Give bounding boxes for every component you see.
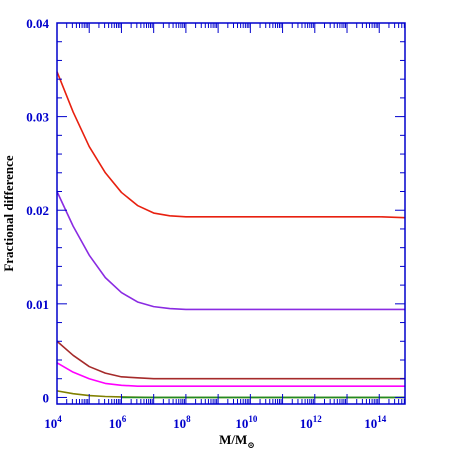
x-tick-label: 104 [44,414,62,431]
x-tick-label-exponent: 6 [122,414,127,424]
series-line-5 [56,390,405,399]
y-tick-label: 0.01 [26,297,49,312]
series-line-3 [56,340,405,380]
x-tick-label: 1014 [364,414,387,431]
x-tick-label-exponent: 4 [57,414,62,424]
x-tick-label: 1010 [235,414,258,431]
series-line-1 [56,71,406,219]
x-tick-label-base: 10 [44,416,57,431]
y-tick-label: 0.03 [26,110,49,125]
x-tick-label-exponent: 8 [186,414,191,424]
x-tick-label-base: 10 [364,416,377,431]
x-tick-label-exponent: 14 [377,414,387,424]
x-axis-label-subscript: ⊙ [247,440,255,450]
x-tick-label: 108 [173,414,191,431]
y-tick-label: 0.02 [26,203,49,218]
x-tick-label-exponent: 12 [313,414,323,424]
x-axis-label-base: M/M [219,432,247,447]
x-tick-label: 1012 [300,414,323,431]
y-tick-label: 0 [43,390,50,405]
x-tick-label-exponent: 10 [248,414,258,424]
series-line-4 [56,362,405,388]
plot-lines [56,71,406,399]
x-tick-label-base: 10 [173,416,186,431]
x-tick-label-base: 10 [300,416,313,431]
x-tick-label-base: 10 [109,416,122,431]
axis-ticks [56,22,405,404]
x-tick-label-base: 10 [235,416,248,431]
x-tick-label: 106 [109,414,127,431]
y-axis-label: Fractional difference [1,155,16,272]
plot-frame [56,22,406,405]
y-tick-label: 0.04 [26,16,49,31]
x-axis-label: M/M⊙ [219,432,255,450]
series-line-2 [56,191,405,311]
